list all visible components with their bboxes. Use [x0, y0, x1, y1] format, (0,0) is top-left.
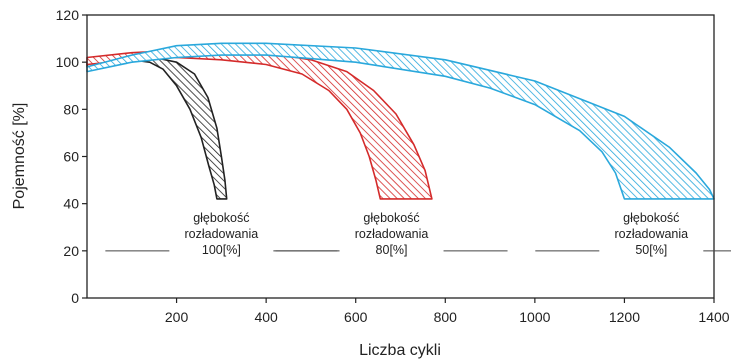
x-tick-label: 400 [254, 309, 278, 325]
annotation-text-2: 80[%] [376, 243, 408, 257]
annotation-text-3: 50[%] [635, 243, 667, 257]
annotation-text-1: 100[%] [202, 243, 241, 257]
y-tick-label: 100 [56, 54, 80, 70]
y-tick-label: 40 [63, 196, 79, 212]
x-tick-label: 1000 [519, 309, 550, 325]
band-area-1 [86, 54, 228, 200]
annotations: głębokość rozładowania 100[%] głębokość rozł… [105, 211, 731, 257]
y-tick-label: 60 [63, 149, 79, 165]
y-tick-label: 20 [63, 243, 79, 259]
x-tick-label: 800 [434, 309, 458, 325]
band-area-2 [86, 49, 433, 200]
x-tick-label: 1200 [609, 309, 640, 325]
y-axis-title: Pojemność [%] [11, 103, 28, 210]
band-area-3 [86, 42, 715, 200]
annotation-text-1: rozładowania [185, 227, 259, 241]
x-tick-label: 1400 [698, 309, 729, 325]
annotation-text-1: głębokość [193, 211, 249, 225]
y-tick-label: 80 [63, 101, 79, 117]
annotation-text-2: rozładowania [355, 227, 429, 241]
annotation-text-3: rozładowania [614, 227, 688, 241]
x-tick-label: 200 [165, 309, 189, 325]
annotation-text-3: głębokość [623, 211, 679, 225]
annotation-text-2: głębokość [363, 211, 419, 225]
y-tick-label: 0 [71, 290, 79, 306]
y-tick-label: 120 [56, 7, 80, 23]
plot-area [86, 42, 715, 200]
x-tick-label: 600 [344, 309, 368, 325]
axis-ticks: 200 400 600 800 1000 1200 1400 0 20 40 60 80 100 120 [56, 7, 730, 325]
x-axis-title: Liczba cykli [359, 342, 441, 359]
